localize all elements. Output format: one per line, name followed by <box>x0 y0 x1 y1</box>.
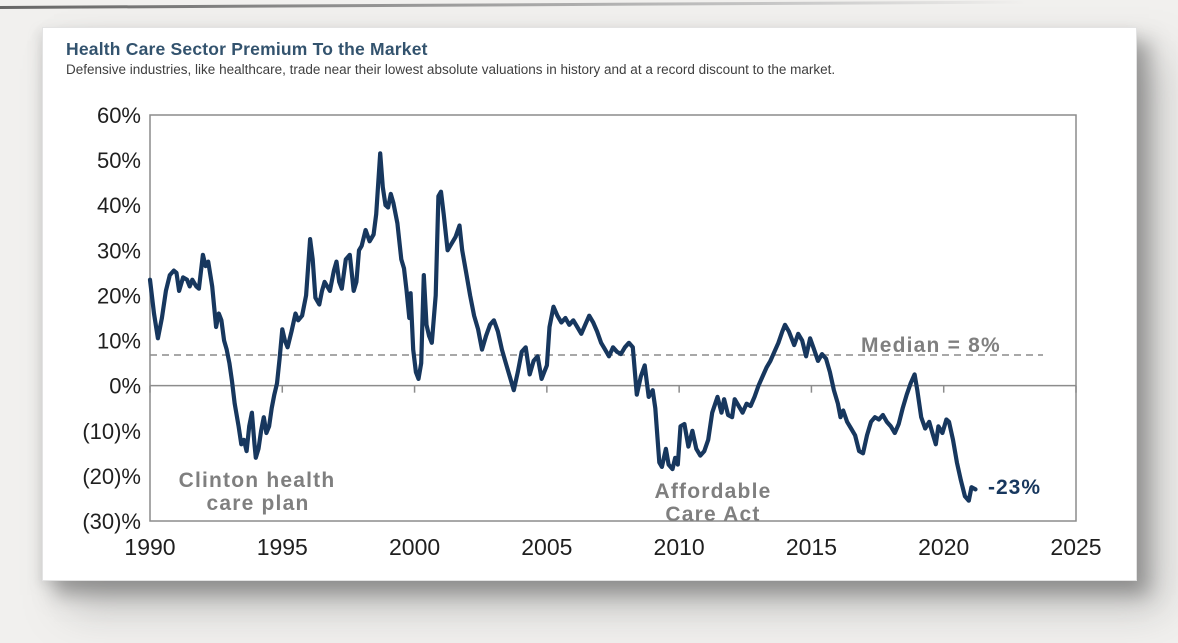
plot-frame <box>149 114 1077 522</box>
y-axis-tick-label: 10% <box>97 329 141 354</box>
x-axis-tick-label: 1995 <box>257 534 308 560</box>
page-top-shadow-edge <box>0 0 1026 9</box>
annotation-aca-line2: Care Act <box>665 503 760 526</box>
x-axis-tick-label: 2020 <box>918 534 969 560</box>
x-axis-tick-label: 2010 <box>654 534 705 560</box>
median-label: Median = 8% <box>861 334 1001 357</box>
chart-generated-layer: 1990 1995 2000 2005 2010 2015 2020 2025 60% 50% 40… <box>82 103 1101 560</box>
end-value-label: -23% <box>988 476 1041 499</box>
annotation-aca-line1: Affordable <box>655 480 772 503</box>
y-axis-tick-label: 20% <box>97 283 141 308</box>
y-axis-tick-label: 50% <box>97 148 141 173</box>
chart-card: Health Care Sector Premium To the Market… <box>42 27 1137 581</box>
x-axis-tick-label: 1990 <box>124 534 175 560</box>
x-axis-tick-label: 2000 <box>389 534 440 560</box>
y-axis-tick-label: (10)% <box>82 419 141 444</box>
x-axis-tick-label: 2015 <box>786 534 837 560</box>
chart-subtitle: Defensive industries, like healthcare, t… <box>66 62 836 77</box>
y-axis-tick-label: 40% <box>97 193 141 218</box>
annotation-clinton-line1: Clinton health <box>179 469 336 492</box>
y-axis-tick-label: (20)% <box>82 464 141 489</box>
chart-title: Health Care Sector Premium To the Market <box>66 39 428 59</box>
x-axis-tick-label: 2005 <box>521 534 572 560</box>
y-axis-tick-label: 0% <box>109 374 141 399</box>
y-axis-tick-label: (30)% <box>82 509 141 534</box>
y-axis-tick-label: 30% <box>97 238 141 263</box>
y-axis-tick-label: 60% <box>97 103 141 128</box>
premium-series-line <box>147 151 978 503</box>
x-axis-tick-label: 2025 <box>1050 534 1101 560</box>
annotation-clinton-line2: care plan <box>206 492 309 515</box>
premium-line-chart: 1990 1995 2000 2005 2010 2015 2020 2025 60% 50% 40… <box>82 103 1101 560</box>
